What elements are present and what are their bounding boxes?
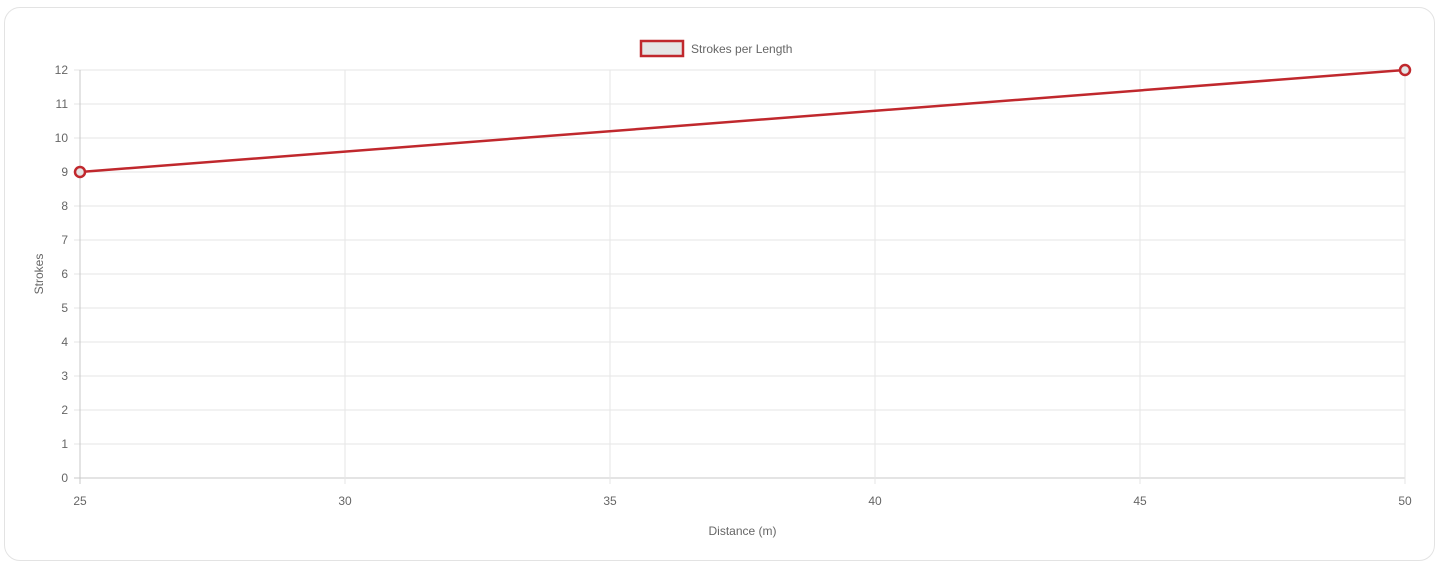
y-tick-label: 11 [56, 97, 69, 111]
y-tick-label: 10 [55, 131, 69, 145]
chart-card [4, 7, 1435, 561]
data-point [1398, 63, 1412, 77]
y-tick-label: 0 [61, 471, 68, 485]
y-tick-label: 9 [61, 165, 68, 179]
series-layer [73, 63, 1412, 179]
y-tick-label: 12 [55, 63, 69, 77]
x-tick-label: 30 [338, 494, 352, 508]
series-line [79, 68, 1406, 174]
x-tick-label: 40 [868, 494, 882, 508]
y-tick-label: 7 [61, 233, 68, 247]
x-tick-label: 25 [73, 494, 87, 508]
x-tick-label: 50 [1398, 494, 1412, 508]
x-tick-label: 35 [603, 494, 617, 508]
data-point [73, 165, 87, 179]
y-tick-label: 8 [61, 199, 68, 213]
y-axis-title: Strokes [32, 254, 46, 295]
y-tick-label: 3 [61, 369, 68, 383]
legend-label[interactable]: Strokes per Length [691, 42, 792, 56]
y-tick-label: 6 [61, 267, 68, 281]
y-tick-label: 5 [61, 301, 68, 315]
grid [74, 69, 1406, 484]
legend[interactable]: Strokes per Length [639, 39, 792, 58]
y-tick-label: 2 [61, 403, 68, 417]
y-tick-label: 4 [61, 335, 68, 349]
x-tick-label: 45 [1133, 494, 1147, 508]
legend-swatch[interactable] [639, 39, 685, 58]
y-tick-label: 1 [61, 437, 68, 451]
x-axis-title: Distance (m) [708, 524, 776, 538]
